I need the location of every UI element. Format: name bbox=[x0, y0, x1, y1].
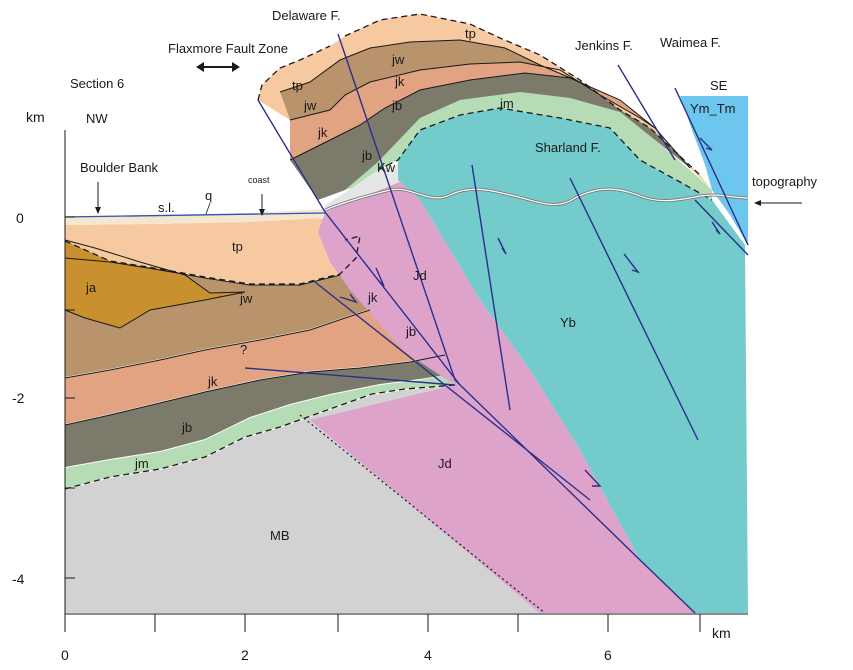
label-yb: Yb bbox=[560, 315, 576, 330]
unit-jd bbox=[310, 180, 695, 613]
dashed-contact-lines bbox=[64, 13, 713, 490]
unit-jk-upper bbox=[290, 62, 655, 160]
unit-q bbox=[65, 209, 325, 225]
y-tick-0: 0 bbox=[16, 210, 24, 226]
section-label: Section 6 bbox=[70, 76, 124, 91]
x-tick-0: 0 bbox=[61, 647, 69, 663]
boulder-bank-label: Boulder Bank bbox=[80, 160, 159, 175]
fault-arrow-4 bbox=[623, 253, 640, 274]
unit-jw-upper bbox=[280, 40, 600, 120]
label-tp-lower: tp bbox=[232, 239, 243, 254]
unit-jb-upper bbox=[290, 73, 690, 200]
flaxmore-fault-label: Flaxmore Fault Zone bbox=[168, 41, 288, 56]
label-kw: Kw bbox=[377, 160, 396, 175]
x-axis-unit: km bbox=[712, 625, 731, 641]
x-tick-4: 4 bbox=[424, 647, 432, 663]
label-tp-upper-2: tp bbox=[292, 78, 303, 93]
unit-jk-lower bbox=[65, 310, 444, 424]
label-tp-upper: tp bbox=[465, 26, 476, 41]
unit-jb-lower bbox=[65, 355, 458, 467]
label-jk-mid: jk bbox=[367, 290, 378, 305]
label-jk-lower: jk bbox=[207, 374, 218, 389]
jenkins-fault-label: Jenkins F. bbox=[575, 38, 633, 53]
unit-tp-lower bbox=[65, 218, 360, 284]
flaxmore-fault bbox=[257, 99, 461, 386]
waimea-fault-label: Waimea F. bbox=[660, 35, 721, 50]
delaware-fault-label: Delaware F. bbox=[272, 8, 341, 23]
fault-small-1 bbox=[694, 199, 749, 256]
fault-arrow-5 bbox=[584, 469, 602, 487]
label-jk-upper-2: jk bbox=[317, 125, 328, 140]
label-jm-lower: jm bbox=[134, 456, 149, 471]
direction-se: SE bbox=[710, 78, 728, 93]
sea-level-label: s.l. bbox=[158, 200, 175, 215]
sharland-fault-1 bbox=[471, 164, 511, 411]
label-jk-upper: jk bbox=[394, 74, 405, 89]
contact-lines bbox=[64, 39, 691, 426]
label-jd-upper: Jd bbox=[413, 268, 427, 283]
jenkins-fault bbox=[617, 64, 676, 161]
fault-splay-1 bbox=[314, 281, 591, 501]
fault-arrow-2 bbox=[375, 267, 385, 287]
fault-arrow-1 bbox=[339, 293, 358, 304]
waimea-fault bbox=[674, 87, 749, 246]
coast-arrowhead bbox=[259, 209, 265, 216]
label-mb: MB bbox=[270, 528, 290, 543]
fault-arrow-3 bbox=[497, 237, 507, 255]
label-jb-upper-2: jb bbox=[361, 148, 372, 163]
unit-kw bbox=[325, 165, 400, 212]
y-tick-2: -2 bbox=[12, 390, 25, 406]
q-label: q bbox=[205, 188, 212, 203]
double-arrow-right-head bbox=[232, 62, 240, 72]
label-jd-lower: Jd bbox=[438, 456, 452, 471]
label-jw-upper-2: jw bbox=[303, 98, 317, 113]
label-jb-lower: jb bbox=[181, 420, 192, 435]
label-ja: ja bbox=[85, 280, 97, 295]
label-jb-mid: jb bbox=[405, 324, 416, 339]
double-arrow-left-head bbox=[196, 62, 204, 72]
sharland-fault-label: Sharland F. bbox=[535, 140, 601, 155]
fault-arrow-6 bbox=[699, 137, 713, 151]
label-ym-tm: Ym_Tm bbox=[690, 101, 736, 116]
sharland-fault-2 bbox=[569, 177, 699, 441]
topography-trace-inner bbox=[324, 188, 749, 211]
x-axis-ticks bbox=[64, 614, 701, 632]
x-tick-6: 6 bbox=[604, 647, 612, 663]
fault-arrow-7 bbox=[711, 221, 721, 235]
label-jb-upper: jb bbox=[391, 98, 402, 113]
sea-level-line bbox=[64, 212, 326, 218]
fault-splay-2 bbox=[244, 367, 456, 386]
coast-label: coast bbox=[248, 175, 270, 185]
y-tick-4: -4 bbox=[12, 571, 25, 587]
unit-jm-lower bbox=[65, 373, 465, 489]
label-jw-upper: jw bbox=[391, 52, 405, 67]
x-tick-2: 2 bbox=[241, 647, 249, 663]
topography-label: topography bbox=[752, 174, 818, 189]
topography-arrowhead bbox=[754, 200, 761, 206]
delaware-fault bbox=[337, 33, 696, 614]
unit-yb bbox=[398, 108, 748, 613]
label-jm-upper: jm bbox=[499, 96, 514, 111]
y-axis-unit: km bbox=[26, 109, 45, 125]
y-axis-ticks bbox=[65, 216, 75, 579]
label-jw-lower: jw bbox=[239, 291, 253, 306]
unit-jm-upper bbox=[345, 92, 712, 200]
direction-nw: NW bbox=[86, 111, 108, 126]
q-leader bbox=[205, 202, 211, 215]
boulder-bank-arrowhead bbox=[95, 207, 101, 214]
uncertain-label: ? bbox=[240, 342, 247, 357]
